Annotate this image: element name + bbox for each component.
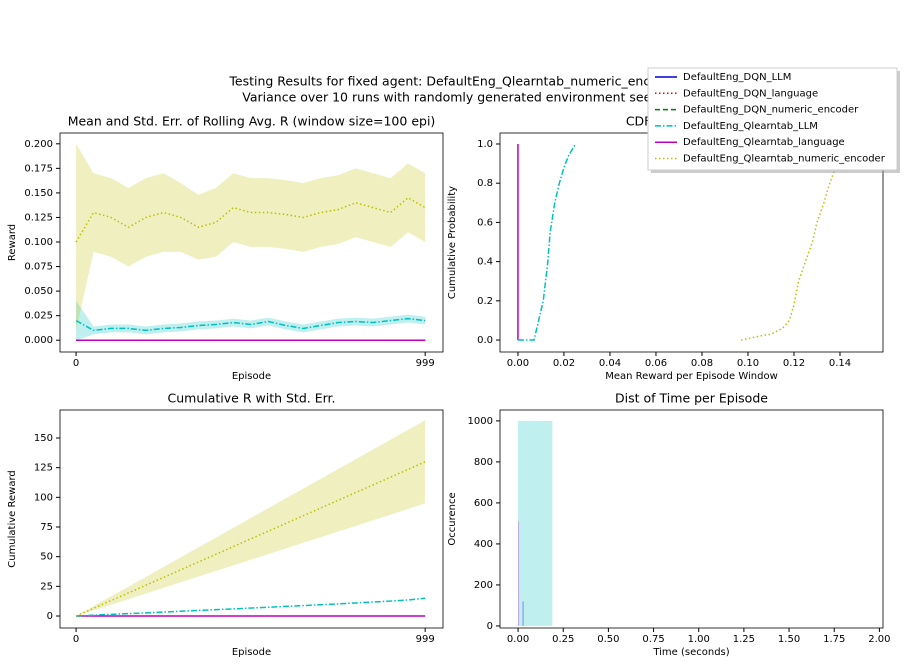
figure-subtitle: Variance over 10 runs with randomly gene… [242, 90, 665, 105]
y-tick-label: 0.4 [477, 257, 493, 268]
x-tick-label: 1.50 [778, 634, 800, 645]
x-tick-label: 0.06 [645, 358, 667, 369]
y-tick-label: 0.2 [477, 296, 493, 307]
plot-area [75, 143, 426, 341]
series-line [76, 597, 426, 617]
x-tick-label: 0.12 [783, 358, 805, 369]
x-tick-label: 0.00 [507, 358, 529, 369]
y-tick-label: 0.050 [24, 286, 53, 297]
x-tick-label: 0.04 [599, 358, 621, 369]
y-tick-label: 25 [40, 581, 53, 592]
x-tick-label: 0.50 [597, 634, 619, 645]
axes-frame [59, 132, 444, 353]
hist-bar [518, 521, 520, 626]
x-tick-label: 0 [73, 358, 79, 369]
y-tick-label: 0.150 [24, 188, 53, 199]
legend-label: DefaultEng_DQN_LLM [683, 72, 791, 83]
y-tick-label: 0.025 [24, 311, 53, 322]
legend: DefaultEng_DQN_LLM DefaultEng_DQN_languag… [647, 67, 900, 173]
error-band [76, 143, 426, 331]
y-axis-label: Cumulative Reward [7, 470, 18, 568]
y-tick-label: 600 [474, 498, 493, 509]
y-tick-label: 0.100 [24, 237, 53, 248]
series-line [740, 157, 841, 341]
x-tick-label: 0 [73, 634, 79, 645]
x-tick-label: 999 [416, 358, 435, 369]
x-tick-label: 0.10 [737, 358, 759, 369]
y-tick-label: 125 [34, 463, 53, 474]
y-tick-label: 0.200 [24, 139, 53, 150]
x-tick-label: 0.25 [552, 634, 574, 645]
y-axis-label: Occurence [447, 492, 458, 545]
y-tick-label: 50 [40, 552, 53, 563]
x-tick-label: 0.00 [507, 634, 529, 645]
hist-bar [518, 420, 553, 626]
y-tick-label: 400 [474, 539, 493, 550]
legend-label: DefaultEng_Qlearntab_LLM [683, 121, 818, 132]
legend-label: DefaultEng_Qlearntab_language [683, 137, 845, 148]
y-tick-label: 0.125 [24, 212, 53, 223]
x-axis-label: Episode [232, 371, 271, 382]
y-tick-label: 75 [40, 522, 53, 533]
x-tick-label: 2.00 [868, 634, 890, 645]
legend-label: DefaultEng_Qlearntab_numeric_encoder [683, 154, 886, 165]
plot-area [518, 420, 553, 626]
axes-frame [499, 409, 884, 629]
chart-title: Dist of Time per Episode [615, 391, 768, 406]
x-tick-label: 999 [416, 634, 435, 645]
figure-title: Testing Results for fixed agent: Default… [228, 74, 679, 89]
plot-area [517, 143, 841, 341]
x-axis-label: Mean Reward per Episode Window [605, 371, 778, 382]
y-tick-label: 0.6 [477, 217, 493, 228]
plot-area [75, 420, 426, 617]
x-axis-label: Episode [232, 647, 271, 658]
legend-label: DefaultEng_DQN_language [683, 88, 818, 99]
x-tick-label: 0.75 [642, 634, 664, 645]
y-tick-label: 1.0 [477, 139, 493, 150]
error-band [76, 420, 426, 617]
y-tick-label: 0.8 [477, 178, 493, 189]
y-tick-label: 0.075 [24, 262, 53, 273]
x-tick-label: 1.25 [733, 634, 755, 645]
x-tick-label: 1.75 [823, 634, 845, 645]
y-tick-label: 150 [34, 433, 53, 444]
series-line [517, 143, 577, 341]
chart-title: Mean and Std. Err. of Rolling Avg. R (wi… [68, 114, 436, 129]
y-axis-label: Cumulative Probability [447, 186, 458, 299]
y-tick-label: 0.175 [24, 163, 53, 174]
y-tick-label: 0.000 [24, 335, 53, 346]
chart-title: Cumulative R with Std. Err. [168, 391, 336, 406]
y-tick-label: 1000 [468, 416, 493, 427]
x-axis-label: Time (seconds) [652, 647, 729, 658]
x-tick-label: 1.00 [688, 634, 710, 645]
y-tick-label: 100 [34, 492, 53, 503]
y-tick-label: 0.0 [477, 335, 493, 346]
axes-frame [59, 409, 444, 629]
series-line [75, 317, 426, 332]
y-tick-label: 200 [474, 580, 493, 591]
x-tick-label: 0.02 [553, 358, 575, 369]
y-tick-label: 0 [47, 611, 53, 622]
x-tick-label: 0.08 [691, 358, 713, 369]
legend-label: DefaultEng_DQN_numeric_encoder [683, 105, 859, 116]
x-tick-label: 0.14 [829, 358, 851, 369]
y-tick-label: 0 [487, 621, 493, 632]
legend-box [647, 67, 898, 171]
hist-bar [522, 601, 524, 626]
error-band [76, 300, 426, 341]
y-tick-label: 800 [474, 457, 493, 468]
y-axis-label: Reward [7, 224, 18, 261]
